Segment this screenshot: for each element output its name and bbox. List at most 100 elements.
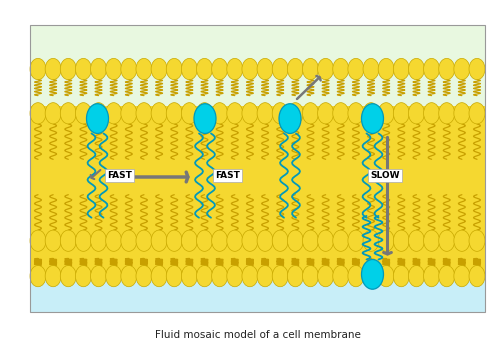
Ellipse shape bbox=[318, 58, 334, 80]
Ellipse shape bbox=[408, 103, 424, 124]
Ellipse shape bbox=[348, 266, 364, 287]
Ellipse shape bbox=[166, 103, 182, 124]
Ellipse shape bbox=[469, 103, 485, 124]
Ellipse shape bbox=[151, 58, 167, 80]
Ellipse shape bbox=[60, 266, 76, 287]
Ellipse shape bbox=[333, 266, 349, 287]
Ellipse shape bbox=[196, 103, 212, 124]
Ellipse shape bbox=[182, 230, 198, 251]
Ellipse shape bbox=[90, 58, 106, 80]
Ellipse shape bbox=[86, 104, 108, 133]
Ellipse shape bbox=[333, 103, 349, 124]
Ellipse shape bbox=[242, 266, 258, 287]
Ellipse shape bbox=[242, 58, 258, 80]
Ellipse shape bbox=[30, 230, 46, 251]
Ellipse shape bbox=[196, 266, 212, 287]
Ellipse shape bbox=[194, 104, 216, 133]
Ellipse shape bbox=[378, 230, 394, 251]
Ellipse shape bbox=[363, 266, 379, 287]
Ellipse shape bbox=[438, 58, 454, 80]
Bar bbox=[30, 25, 485, 106]
Ellipse shape bbox=[272, 103, 288, 124]
Ellipse shape bbox=[76, 266, 92, 287]
Ellipse shape bbox=[288, 103, 304, 124]
Ellipse shape bbox=[227, 58, 243, 80]
Text: Fluid mosaic model of a cell membrane: Fluid mosaic model of a cell membrane bbox=[154, 330, 360, 339]
Ellipse shape bbox=[90, 230, 106, 251]
Ellipse shape bbox=[30, 58, 46, 80]
Ellipse shape bbox=[454, 58, 470, 80]
Ellipse shape bbox=[408, 266, 424, 287]
Ellipse shape bbox=[408, 230, 424, 251]
Ellipse shape bbox=[45, 266, 61, 287]
Ellipse shape bbox=[227, 103, 243, 124]
Ellipse shape bbox=[257, 103, 273, 124]
Text: FAST: FAST bbox=[215, 171, 240, 180]
Ellipse shape bbox=[30, 266, 46, 287]
Ellipse shape bbox=[424, 58, 440, 80]
Ellipse shape bbox=[257, 230, 273, 251]
Ellipse shape bbox=[394, 58, 409, 80]
Ellipse shape bbox=[121, 230, 137, 251]
Ellipse shape bbox=[151, 266, 167, 287]
Ellipse shape bbox=[288, 266, 304, 287]
Ellipse shape bbox=[227, 266, 243, 287]
Ellipse shape bbox=[272, 58, 288, 80]
Ellipse shape bbox=[121, 266, 137, 287]
Ellipse shape bbox=[182, 266, 198, 287]
Ellipse shape bbox=[60, 230, 76, 251]
Ellipse shape bbox=[272, 230, 288, 251]
Ellipse shape bbox=[212, 103, 228, 124]
Ellipse shape bbox=[469, 58, 485, 80]
Ellipse shape bbox=[196, 230, 212, 251]
Ellipse shape bbox=[212, 230, 228, 251]
Ellipse shape bbox=[318, 230, 334, 251]
Ellipse shape bbox=[438, 103, 454, 124]
Ellipse shape bbox=[76, 58, 92, 80]
Ellipse shape bbox=[106, 58, 122, 80]
Ellipse shape bbox=[302, 266, 318, 287]
Ellipse shape bbox=[76, 230, 92, 251]
Ellipse shape bbox=[90, 103, 106, 124]
Ellipse shape bbox=[196, 58, 212, 80]
Ellipse shape bbox=[363, 58, 379, 80]
Ellipse shape bbox=[348, 58, 364, 80]
Ellipse shape bbox=[166, 266, 182, 287]
Ellipse shape bbox=[424, 266, 440, 287]
Ellipse shape bbox=[106, 230, 122, 251]
Ellipse shape bbox=[378, 103, 394, 124]
Ellipse shape bbox=[318, 266, 334, 287]
Ellipse shape bbox=[438, 230, 454, 251]
Ellipse shape bbox=[424, 230, 440, 251]
Ellipse shape bbox=[30, 103, 46, 124]
Ellipse shape bbox=[242, 103, 258, 124]
Ellipse shape bbox=[363, 230, 379, 251]
Ellipse shape bbox=[182, 58, 198, 80]
Ellipse shape bbox=[348, 103, 364, 124]
Ellipse shape bbox=[333, 58, 349, 80]
Ellipse shape bbox=[394, 230, 409, 251]
Ellipse shape bbox=[136, 58, 152, 80]
Ellipse shape bbox=[151, 230, 167, 251]
Ellipse shape bbox=[302, 230, 318, 251]
Ellipse shape bbox=[60, 103, 76, 124]
Ellipse shape bbox=[257, 58, 273, 80]
Ellipse shape bbox=[363, 103, 379, 124]
Ellipse shape bbox=[242, 230, 258, 251]
Ellipse shape bbox=[212, 58, 228, 80]
Ellipse shape bbox=[121, 58, 137, 80]
Ellipse shape bbox=[378, 266, 394, 287]
Ellipse shape bbox=[469, 266, 485, 287]
Ellipse shape bbox=[279, 104, 301, 133]
Text: SLOW: SLOW bbox=[370, 171, 400, 180]
Ellipse shape bbox=[288, 58, 304, 80]
Ellipse shape bbox=[408, 58, 424, 80]
Ellipse shape bbox=[90, 266, 106, 287]
Ellipse shape bbox=[136, 266, 152, 287]
Ellipse shape bbox=[302, 103, 318, 124]
Ellipse shape bbox=[45, 230, 61, 251]
Ellipse shape bbox=[394, 103, 409, 124]
Bar bbox=[30, 276, 485, 312]
Ellipse shape bbox=[166, 58, 182, 80]
Ellipse shape bbox=[362, 259, 384, 289]
